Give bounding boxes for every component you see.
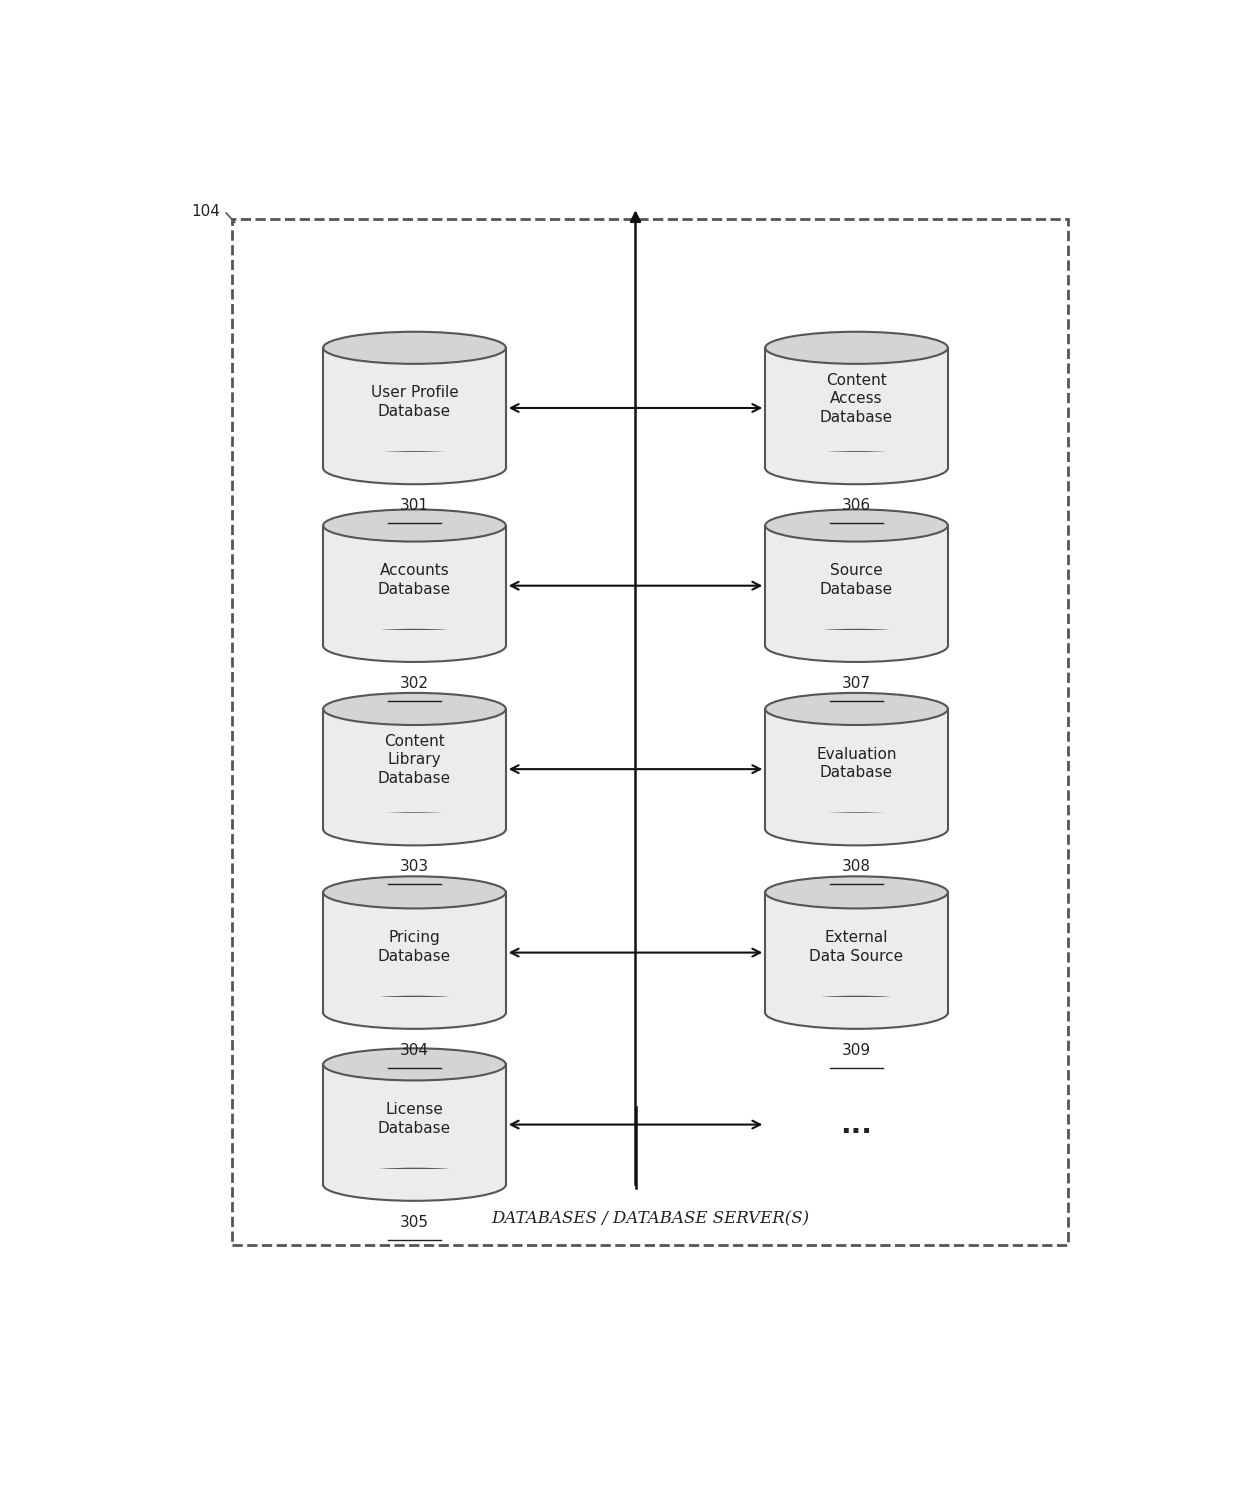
Ellipse shape [765,996,947,1029]
Text: Content
Library
Database: Content Library Database [378,734,451,786]
Ellipse shape [324,1048,506,1081]
Bar [324,1169,506,1185]
Text: 308: 308 [842,859,870,874]
Bar [232,219,1068,1245]
Ellipse shape [765,332,947,363]
Text: 305: 305 [401,1215,429,1230]
Ellipse shape [765,877,947,908]
Text: 304: 304 [401,1042,429,1057]
Text: License
Database: License Database [378,1102,451,1136]
Text: 303: 303 [401,859,429,874]
Text: Source
Database: Source Database [820,563,893,597]
Ellipse shape [324,996,506,1029]
Ellipse shape [324,630,506,663]
Ellipse shape [324,692,506,725]
Ellipse shape [324,877,506,908]
Bar [765,453,947,468]
Bar [324,1065,506,1185]
Bar [765,630,947,646]
Text: Pricing
Database: Pricing Database [378,931,451,963]
Ellipse shape [324,1169,506,1200]
Bar [765,348,947,468]
Text: External
Data Source: External Data Source [810,931,904,963]
Text: Evaluation
Database: Evaluation Database [816,746,897,780]
Bar [324,813,506,829]
Bar [324,453,506,468]
Bar [324,709,506,829]
Bar [324,892,506,1013]
Ellipse shape [765,630,947,663]
Ellipse shape [324,509,506,542]
Text: 104: 104 [191,204,221,219]
Ellipse shape [324,813,506,846]
Text: 306: 306 [842,497,870,514]
Ellipse shape [765,509,947,542]
Text: DATABASES / DATABASE SERVER(S): DATABASES / DATABASE SERVER(S) [491,1211,808,1228]
Text: User Profile
Database: User Profile Database [371,386,459,418]
Text: 301: 301 [401,497,429,514]
Bar [324,996,506,1013]
Ellipse shape [765,813,947,846]
Bar [324,526,506,646]
Text: 307: 307 [842,676,870,691]
Bar [765,813,947,829]
Text: Content
Access
Database: Content Access Database [820,372,893,424]
Bar [765,892,947,1013]
Text: Accounts
Database: Accounts Database [378,563,451,597]
Ellipse shape [324,453,506,484]
Bar [765,996,947,1013]
Text: 309: 309 [842,1042,870,1057]
Ellipse shape [324,332,506,363]
Bar [324,630,506,646]
Text: 302: 302 [401,676,429,691]
Bar [765,709,947,829]
Ellipse shape [765,692,947,725]
Bar [324,348,506,468]
Ellipse shape [765,453,947,484]
Text: ...: ... [841,1111,873,1139]
Bar [765,526,947,646]
